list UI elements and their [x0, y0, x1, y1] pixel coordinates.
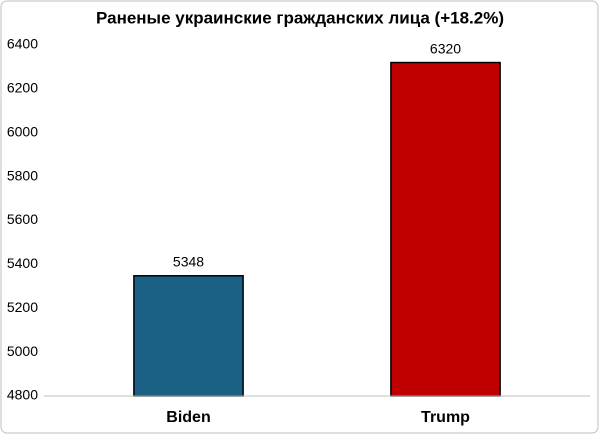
data-label: 6320 [430, 40, 461, 56]
y-tick-label: 5000 [7, 343, 38, 359]
y-tick-label: 5200 [7, 299, 38, 315]
bar [133, 275, 244, 397]
y-tick-label: 4800 [7, 387, 38, 403]
chart-title: Раненые украинские гражданских лица (+18… [96, 8, 504, 27]
x-tick-label: Biden [166, 409, 210, 426]
bar [390, 61, 501, 397]
y-tick-label: 6200 [7, 80, 38, 96]
y-tick-label: 6000 [7, 123, 38, 139]
data-label: 5348 [173, 253, 204, 269]
y-tick-label: 5600 [7, 211, 38, 227]
y-tick-label: 6400 [7, 36, 38, 52]
y-tick-label: 5800 [7, 167, 38, 183]
x-tick-label: Trump [421, 409, 470, 426]
y-tick-label: 5400 [7, 255, 38, 271]
